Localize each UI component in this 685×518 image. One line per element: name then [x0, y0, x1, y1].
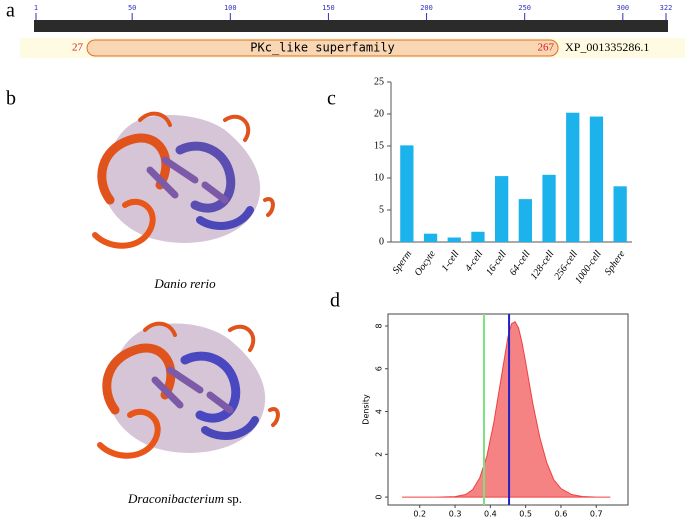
x-tick-label: 0.4	[484, 510, 497, 518]
y-tick-label: 15	[374, 140, 384, 151]
x-tick-label: 0.7	[590, 510, 603, 518]
y-tick-label: 5	[379, 204, 384, 215]
y-tick-label: 6	[375, 366, 384, 371]
bar	[423, 233, 438, 242]
bar	[566, 112, 580, 242]
plot-frame	[387, 313, 629, 506]
domain-start-label: 27	[72, 42, 84, 54]
y-tick-label: 0	[375, 495, 384, 500]
ruler-tick-label: 200	[420, 4, 433, 12]
x-tick-label: 0.5	[519, 510, 532, 518]
bar	[542, 174, 556, 242]
protein-structure	[92, 111, 280, 459]
ruler-tick-label: 322	[660, 4, 673, 12]
ruler-tick-label: 300	[616, 4, 629, 12]
y-tick-label: 4	[375, 409, 384, 414]
x-tick-label: 128-cell	[529, 249, 557, 282]
bar	[495, 176, 509, 242]
x-tick-label: Sperm	[391, 249, 415, 276]
y-tick-label: 10	[374, 172, 384, 183]
bar	[589, 116, 604, 242]
domain-name: PKc_like superfamily	[250, 41, 395, 55]
bar	[400, 145, 414, 242]
accession: XP_001335286.1	[565, 40, 649, 54]
species-genus: Draconibacterium	[127, 491, 224, 506]
density-area	[402, 321, 611, 498]
domain-end-label: 267	[538, 42, 555, 54]
y-tick-label: 8	[375, 323, 384, 328]
ruler-tick-label: 100	[224, 4, 237, 12]
y-tick-label: 20	[374, 108, 384, 119]
bar	[447, 237, 461, 242]
x-tick-label: Oocyte	[413, 248, 439, 278]
bar	[471, 231, 485, 242]
y-tick-label: 25	[374, 76, 384, 87]
species-suffix: sp.	[224, 491, 242, 506]
y-tick-label: 2	[375, 452, 384, 457]
species-label: Danio rerio	[153, 276, 216, 291]
panel-label: c	[327, 88, 336, 110]
sequence-ruler	[34, 20, 668, 32]
y-tick-label: 0	[379, 236, 384, 247]
ruler-tick-label: 50	[128, 4, 136, 12]
ruler-tick-label: 250	[518, 4, 531, 12]
x-tick-label: 4-cell	[463, 249, 485, 274]
species-label: Draconibacterium sp.	[127, 491, 242, 506]
x-tick-label: 16-cell	[484, 249, 509, 278]
x-tick-label: Sphere	[603, 248, 628, 277]
ruler-tick-label: 150	[322, 4, 335, 12]
x-tick-label: 1-cell	[440, 249, 462, 274]
panel-label: d	[330, 290, 340, 312]
y-axis-title: Density	[362, 394, 371, 425]
domain-bar	[86, 39, 559, 57]
panel-label: a	[6, 0, 15, 22]
panel-label: b	[6, 88, 16, 110]
bar	[518, 199, 532, 242]
x-tick-label: 0.6	[555, 510, 568, 518]
x-tick-label: 0.3	[449, 510, 462, 518]
x-tick-label: 0.2	[413, 510, 426, 518]
ruler-tick-label: 1	[34, 4, 38, 12]
bar	[613, 186, 627, 242]
